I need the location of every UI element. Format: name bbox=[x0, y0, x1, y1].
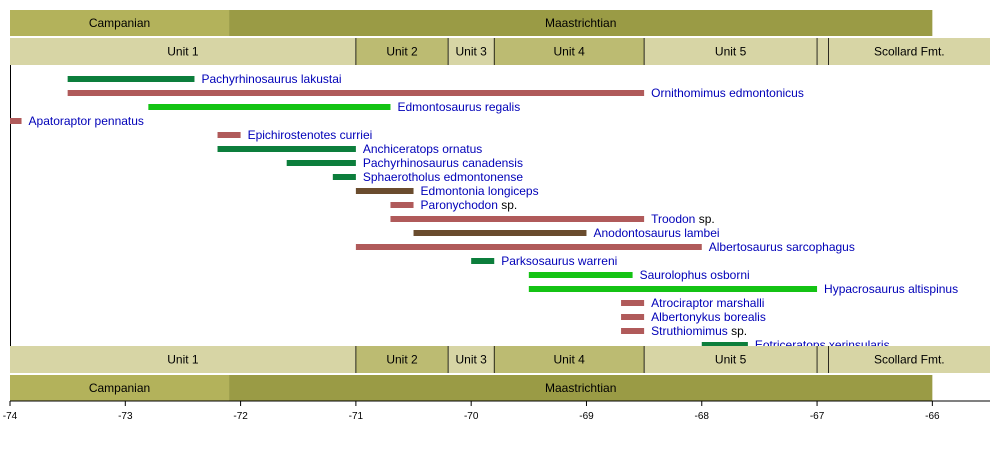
taxon-bar-14 bbox=[528, 272, 633, 278]
bottom-unit-4 bbox=[644, 346, 818, 373]
x-tick-label-3: -71 bbox=[349, 411, 364, 422]
taxon-bars: Pachyrhinosaurus lakustai Ornithomimus ed… bbox=[10, 65, 958, 352]
taxon-bar-12 bbox=[355, 244, 702, 250]
x-tick-label-4: -70 bbox=[464, 411, 479, 422]
taxon-label-1: Ornithomimus edmontonicus bbox=[651, 86, 804, 100]
top-unit-1 bbox=[355, 38, 449, 65]
bottom-stage-label-1: Maastrichtian bbox=[545, 381, 616, 395]
taxon-label-17: Albertonykus borealis bbox=[651, 310, 766, 324]
bottom-unit-6 bbox=[828, 346, 990, 373]
taxon-bar-5 bbox=[217, 146, 356, 152]
taxon-label-8: Edmontonia longiceps bbox=[421, 184, 539, 198]
taxon-label-2: Edmontosaurus regalis bbox=[397, 100, 520, 114]
taxon-bar-9 bbox=[390, 202, 414, 208]
top-unit-label-4: Unit 5 bbox=[715, 45, 747, 59]
taxon-label-3: Apatoraptor pennatus bbox=[29, 114, 144, 128]
bottom-unit-label-4: Unit 5 bbox=[715, 353, 747, 367]
unit-band-top: Unit 1 Unit 2 Unit 3 Unit 4 Unit 5 Scollard F… bbox=[10, 38, 990, 65]
bottom-unit-label-3: Unit 4 bbox=[553, 353, 585, 367]
top-unit-label-6: Scollard Fmt. bbox=[874, 45, 945, 59]
taxon-bar-11 bbox=[413, 230, 587, 236]
taxon-bar-3 bbox=[10, 118, 22, 124]
x-tick-label-2: -72 bbox=[233, 411, 248, 422]
top-unit-label-2: Unit 3 bbox=[455, 45, 487, 59]
taxon-bar-2 bbox=[148, 104, 391, 110]
taxon-bar-18 bbox=[621, 328, 645, 334]
bottom-unit-2 bbox=[448, 346, 495, 373]
taxon-bar-13 bbox=[471, 258, 495, 264]
top-stage-label-1: Maastrichtian bbox=[545, 16, 616, 30]
bottom-unit-label-0: Unit 1 bbox=[167, 353, 199, 367]
taxon-label-12: Albertosaurus sarcophagus bbox=[709, 240, 855, 254]
x-tick-label-6: -68 bbox=[695, 411, 710, 422]
taxon-label-13: Parksosaurus warreni bbox=[501, 254, 617, 268]
taxon-label-5: Anchiceratops ornatus bbox=[363, 142, 482, 156]
taxon-label-0: Pachyrhinosaurus lakustai bbox=[201, 72, 341, 86]
bottom-unit-5 bbox=[817, 346, 829, 373]
taxon-bar-0 bbox=[67, 76, 195, 82]
top-stage-label-0: Campanian bbox=[89, 16, 150, 30]
taxon-label-7: Sphaerotholus edmontonense bbox=[363, 170, 523, 184]
taxon-bar-19 bbox=[701, 342, 748, 348]
bottom-unit-1 bbox=[355, 346, 449, 373]
taxon-bar-6 bbox=[286, 160, 356, 166]
top-unit-2 bbox=[448, 38, 495, 65]
taxon-bar-16 bbox=[621, 300, 645, 306]
bottom-unit-0 bbox=[10, 346, 356, 373]
x-tick-label-7: -67 bbox=[810, 411, 825, 422]
bottom-unit-3 bbox=[494, 346, 645, 373]
stage-band-top: Campanian Maastrichtian bbox=[10, 10, 933, 36]
taxon-label-10: Troodon sp. bbox=[651, 212, 715, 226]
x-axis: -74 -73 -72 -71 -70 -69 -68 -67 -66 bbox=[3, 400, 990, 422]
bottom-unit-label-2: Unit 3 bbox=[455, 353, 487, 367]
bottom-stage-label-0: Campanian bbox=[89, 381, 150, 395]
top-unit-3 bbox=[494, 38, 645, 65]
x-tick-label-8: -66 bbox=[925, 411, 940, 422]
x-tick-label-5: -69 bbox=[579, 411, 594, 422]
x-tick-label-1: -73 bbox=[118, 411, 133, 422]
taxon-bar-1 bbox=[67, 90, 645, 96]
top-unit-label-0: Unit 1 bbox=[167, 45, 199, 59]
top-unit-6 bbox=[828, 38, 990, 65]
taxon-bar-7 bbox=[332, 174, 356, 180]
bottom-stage-1 bbox=[229, 375, 933, 401]
taxon-label-6: Pachyrhinosaurus canadensis bbox=[363, 156, 523, 170]
stage-band-bottom: Campanian Maastrichtian bbox=[10, 375, 933, 401]
top-unit-5 bbox=[817, 38, 829, 65]
taxon-bar-15 bbox=[528, 286, 818, 292]
top-unit-4 bbox=[644, 38, 818, 65]
taxon-bar-8 bbox=[355, 188, 414, 194]
x-tick-label-0: -74 bbox=[3, 411, 18, 422]
top-stage-1 bbox=[229, 10, 933, 36]
taxon-label-15: Hypacrosaurus altispinus bbox=[824, 282, 958, 296]
taxon-label-18: Struthiomimus sp. bbox=[651, 324, 747, 338]
bottom-unit-label-1: Unit 2 bbox=[386, 353, 418, 367]
bottom-unit-label-6: Scollard Fmt. bbox=[874, 353, 945, 367]
top-unit-label-1: Unit 2 bbox=[386, 45, 418, 59]
unit-band-bottom: Unit 1 Unit 2 Unit 3 Unit 4 Unit 5 Scollard F… bbox=[10, 346, 990, 373]
taxon-bar-4 bbox=[217, 132, 241, 138]
taxon-label-11: Anodontosaurus lambei bbox=[593, 226, 719, 240]
bottom-stage-0 bbox=[10, 375, 230, 401]
taxon-label-4: Epichirostenotes curriei bbox=[248, 128, 373, 142]
top-unit-0 bbox=[10, 38, 356, 65]
taxon-label-14: Saurolophus osborni bbox=[640, 268, 750, 282]
taxon-label-16: Atrociraptor marshalli bbox=[651, 296, 764, 310]
taxon-label-9: Paronychodon sp. bbox=[421, 198, 518, 212]
taxon-bar-10 bbox=[390, 216, 645, 222]
taxon-bar-17 bbox=[621, 314, 645, 320]
top-stage-0 bbox=[10, 10, 230, 36]
top-unit-label-3: Unit 4 bbox=[553, 45, 585, 59]
